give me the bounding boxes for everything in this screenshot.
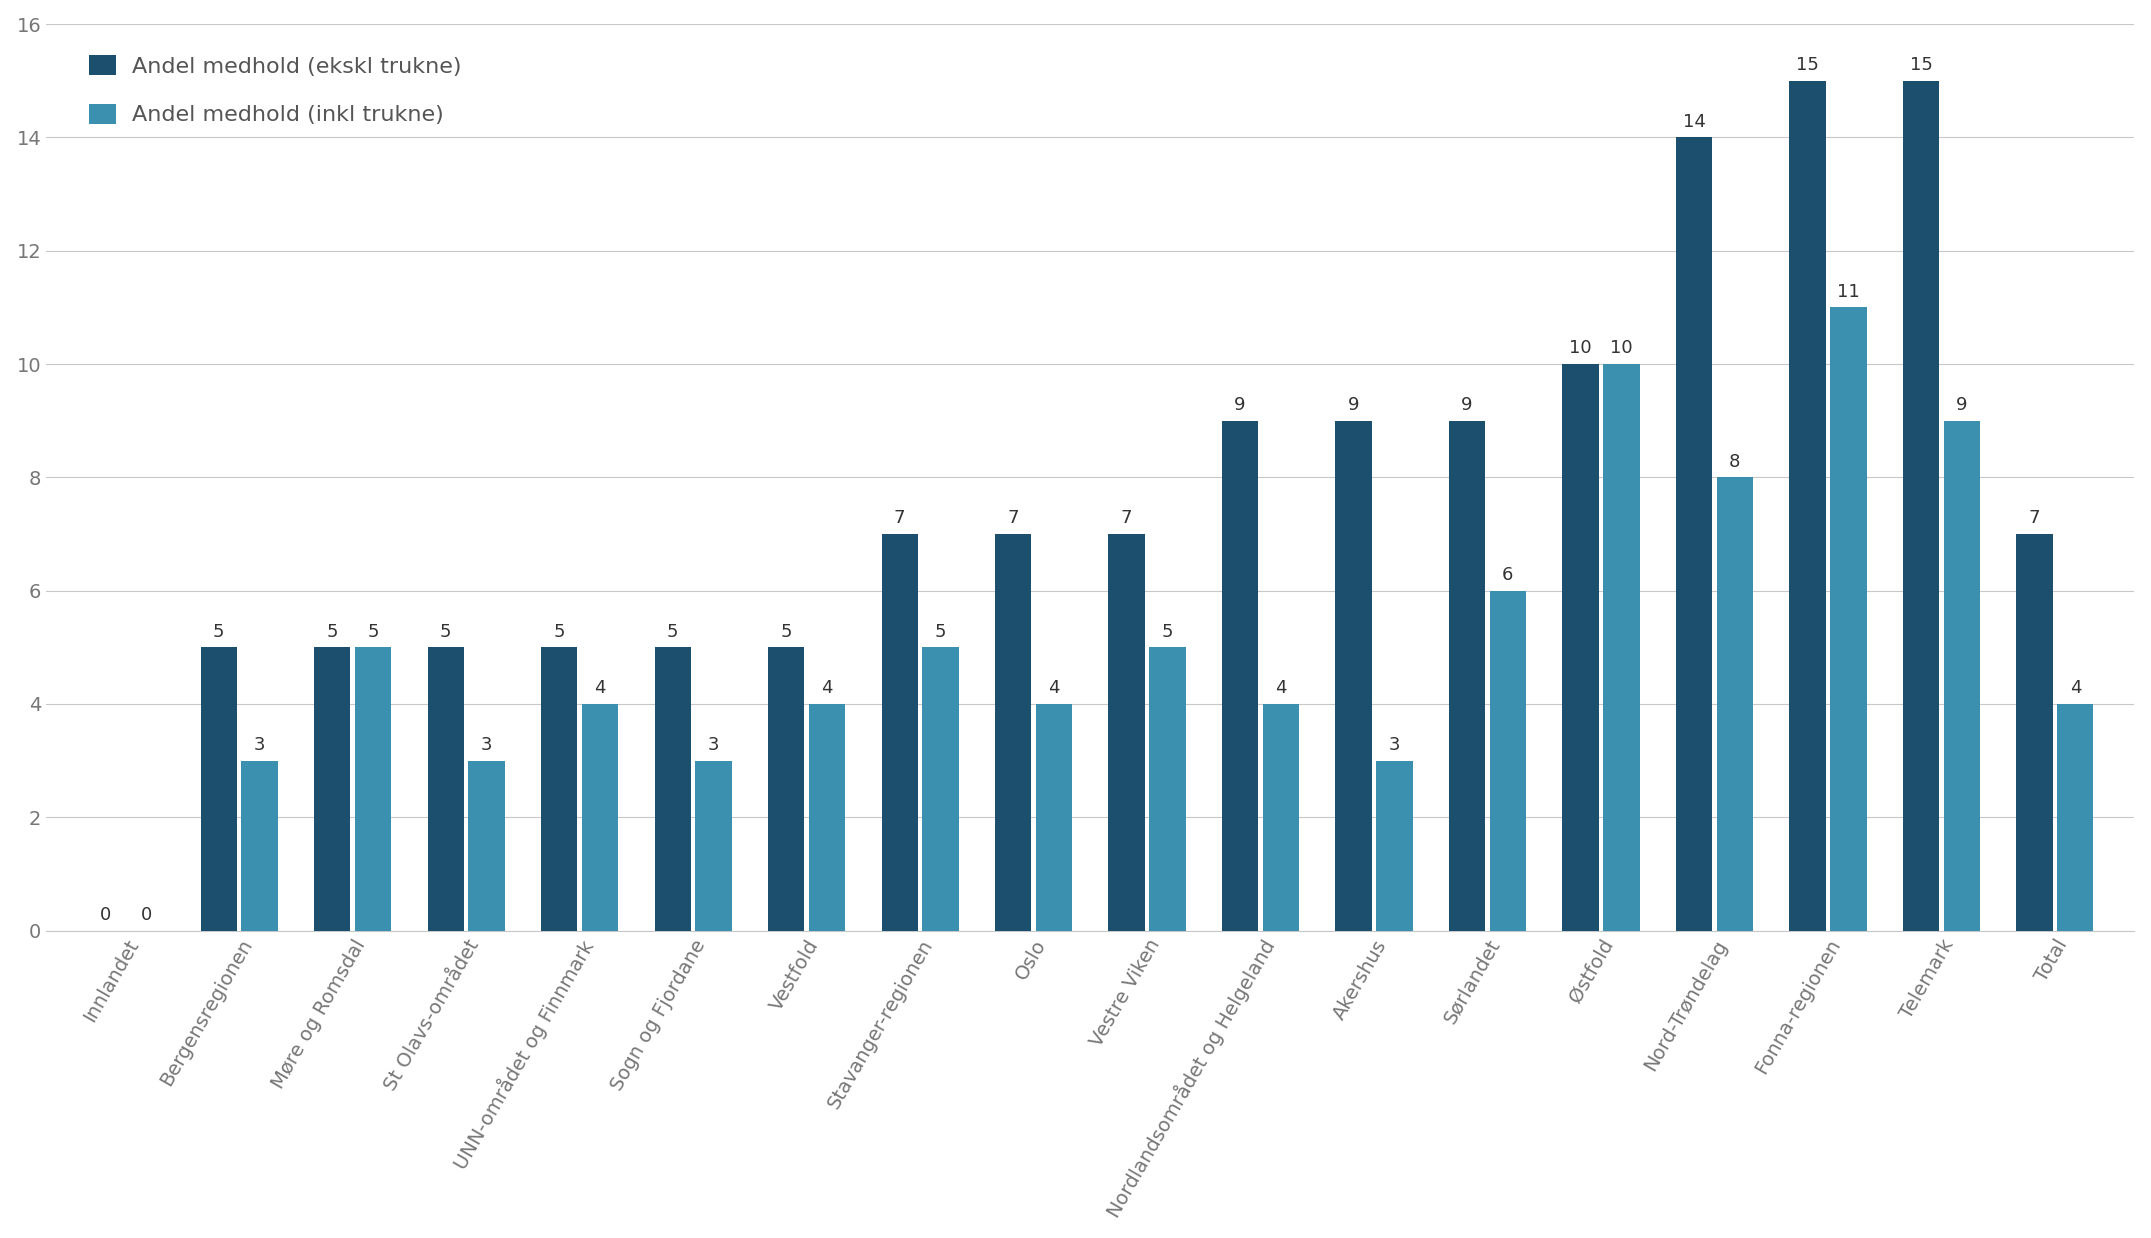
Text: 5: 5 [213,623,224,640]
Bar [1716,478,1753,931]
Text: 4: 4 [594,680,607,697]
Text: 3: 3 [1390,735,1400,754]
Text: 10: 10 [1611,339,1633,358]
Bar [1149,647,1185,931]
Text: 5: 5 [553,623,566,640]
Bar [1336,421,1372,931]
Text: 5: 5 [441,623,452,640]
Bar [882,534,918,931]
Text: 15: 15 [1910,56,1932,74]
Bar [923,647,959,931]
Text: 5: 5 [936,623,946,640]
Bar [1562,364,1598,931]
Bar [1602,364,1639,931]
Bar [1037,704,1071,931]
Text: 11: 11 [1837,282,1861,301]
Bar [200,647,237,931]
Bar [241,760,277,931]
Bar [2056,704,2093,931]
Bar [2015,534,2052,931]
Text: 10: 10 [1570,339,1592,358]
Bar [1491,591,1525,931]
Bar [428,647,465,931]
Bar [996,534,1030,931]
Text: 15: 15 [1796,56,1820,74]
Text: 14: 14 [1682,113,1706,131]
Bar [768,647,804,931]
Text: 9: 9 [1955,396,1968,413]
Text: 4: 4 [2069,680,2080,697]
Bar [1263,704,1299,931]
Text: 9: 9 [1349,396,1359,413]
Bar [1222,421,1258,931]
Text: 4: 4 [1048,680,1060,697]
Text: 5: 5 [1162,623,1172,640]
Text: 9: 9 [1461,396,1473,413]
Text: 7: 7 [2028,509,2039,527]
Text: 5: 5 [327,623,338,640]
Text: 8: 8 [1729,453,1740,470]
Text: 4: 4 [1276,680,1286,697]
Bar [1790,80,1826,931]
Text: 0: 0 [140,906,153,924]
Text: 9: 9 [1235,396,1245,413]
Text: 3: 3 [708,735,718,754]
Bar [809,704,845,931]
Bar [1108,534,1144,931]
Bar [1831,307,1867,931]
Bar [1676,137,1712,931]
Bar [1945,421,1981,931]
Text: 4: 4 [822,680,832,697]
Bar [542,647,576,931]
Bar [355,647,391,931]
Bar [1904,80,1940,931]
Bar [1377,760,1413,931]
Text: 6: 6 [1501,566,1514,584]
Text: 3: 3 [482,735,493,754]
Bar [469,760,505,931]
Bar [1450,421,1484,931]
Text: 5: 5 [781,623,792,640]
Text: 7: 7 [895,509,906,527]
Bar [695,760,731,931]
Bar [314,647,351,931]
Text: 7: 7 [1121,509,1131,527]
Legend: Andel medhold (ekskl trukne), Andel medhold (inkl trukne): Andel medhold (ekskl trukne), Andel medh… [77,45,473,136]
Bar [654,647,690,931]
Text: 5: 5 [368,623,379,640]
Text: 3: 3 [254,735,265,754]
Text: 5: 5 [667,623,678,640]
Text: 7: 7 [1007,509,1020,527]
Bar [583,704,617,931]
Text: 0: 0 [99,906,112,924]
